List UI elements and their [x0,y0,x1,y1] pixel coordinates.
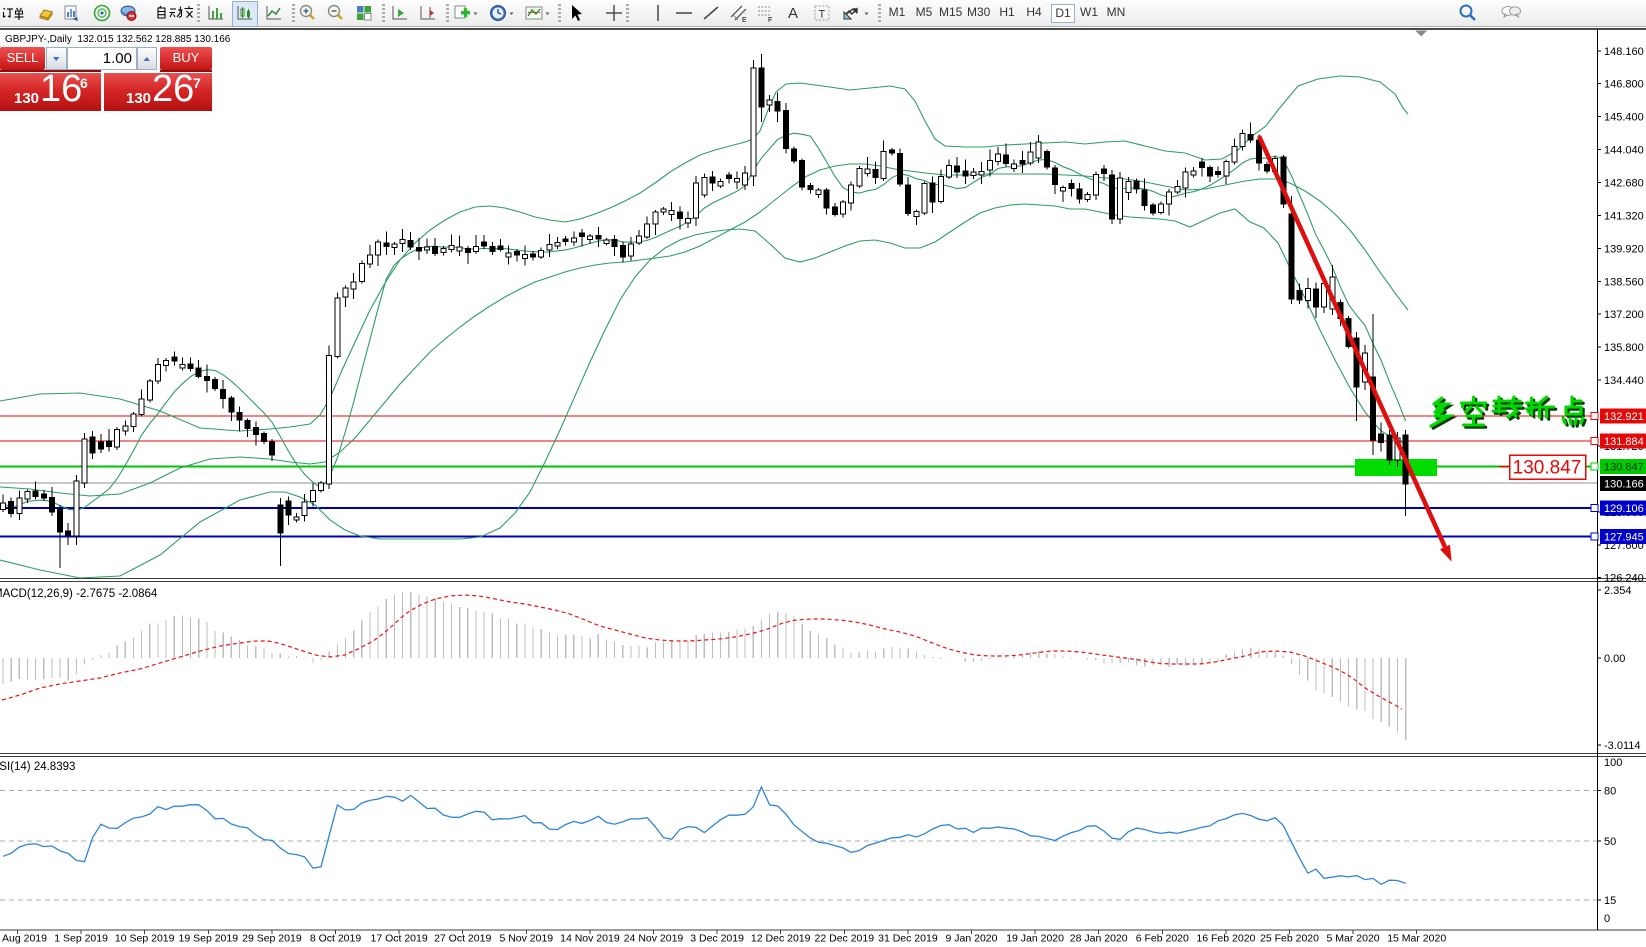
svg-text:29 Sep 2019: 29 Sep 2019 [242,933,302,945]
svg-text:12 Dec 2019: 12 Dec 2019 [751,933,811,945]
svg-text:134.440: 134.440 [1604,375,1644,387]
svg-text:137.200: 137.200 [1604,309,1644,321]
svg-text:135.800: 135.800 [1604,342,1644,354]
svg-text:100: 100 [1604,757,1622,769]
svg-text:RSI(14) 24.8393: RSI(14) 24.8393 [0,761,75,773]
svg-text:130.847: 130.847 [1604,462,1644,474]
svg-text:31 Dec 2019: 31 Dec 2019 [878,933,938,945]
svg-text:GBPJPY-,Daily 132.015 132.562: GBPJPY-,Daily 132.015 132.562 128.885 13… [5,34,231,45]
svg-text:130.847: 130.847 [1513,458,1582,479]
svg-text:148.160: 148.160 [1604,46,1644,58]
svg-text:22 Dec 2019: 22 Dec 2019 [815,933,875,945]
svg-text:3 Dec 2019: 3 Dec 2019 [690,933,744,945]
svg-text:131.884: 131.884 [1604,436,1644,448]
svg-text:50: 50 [1604,836,1616,848]
svg-text:25 Feb 2020: 25 Feb 2020 [1260,933,1319,945]
svg-text:1 Sep 2019: 1 Sep 2019 [54,933,108,945]
svg-text:E: E [742,17,747,23]
svg-text:17 Oct 2019: 17 Oct 2019 [370,933,427,945]
svg-text:10 Sep 2019: 10 Sep 2019 [115,933,175,945]
svg-text:132.921: 132.921 [1604,411,1644,423]
svg-text:16 Feb 2020: 16 Feb 2020 [1196,933,1255,945]
svg-text:146.800: 146.800 [1604,79,1644,91]
svg-text:MACD(12,26,9) -2.7675 -2.0864: MACD(12,26,9) -2.7675 -2.0864 [0,588,158,600]
svg-text:-3.0114: -3.0114 [1604,740,1641,752]
svg-text:129.106: 129.106 [1604,503,1644,515]
svg-text:130.166: 130.166 [1604,479,1644,491]
svg-text:80: 80 [1604,786,1616,798]
svg-text:127.945: 127.945 [1604,532,1644,544]
svg-text:28 Jan 2020: 28 Jan 2020 [1070,933,1128,945]
svg-text:15 Mar 2020: 15 Mar 2020 [1387,933,1446,945]
svg-text:T: T [819,9,826,21]
svg-text:9 Jan 2020: 9 Jan 2020 [946,933,998,945]
svg-text:5 Mar 2020: 5 Mar 2020 [1327,933,1380,945]
svg-text:14 Nov 2019: 14 Nov 2019 [560,933,620,945]
svg-text:19 Sep 2019: 19 Sep 2019 [179,933,239,945]
svg-text:2.354: 2.354 [1604,585,1632,597]
svg-text:15: 15 [1604,895,1616,907]
svg-text:F: F [768,17,772,23]
svg-text:141.320: 141.320 [1604,210,1644,222]
svg-text:8 Oct 2019: 8 Oct 2019 [310,933,362,945]
svg-text:126.240: 126.240 [1604,573,1644,585]
svg-text:145.400: 145.400 [1604,112,1644,124]
svg-text:0: 0 [1604,913,1610,925]
svg-text:27 Oct 2019: 27 Oct 2019 [434,933,491,945]
svg-text:19 Jan 2020: 19 Jan 2020 [1006,933,1064,945]
svg-text:0.00: 0.00 [1604,653,1625,665]
svg-text:24 Nov 2019: 24 Nov 2019 [624,933,684,945]
svg-text:5 Nov 2019: 5 Nov 2019 [499,933,553,945]
svg-text:6 Feb 2020: 6 Feb 2020 [1136,933,1189,945]
svg-text:142.680: 142.680 [1604,178,1644,190]
svg-text:Aug 2019: Aug 2019 [2,933,47,945]
svg-text:139.920: 139.920 [1604,243,1644,255]
svg-text:138.560: 138.560 [1604,276,1644,288]
svg-text:144.040: 144.040 [1604,145,1644,157]
